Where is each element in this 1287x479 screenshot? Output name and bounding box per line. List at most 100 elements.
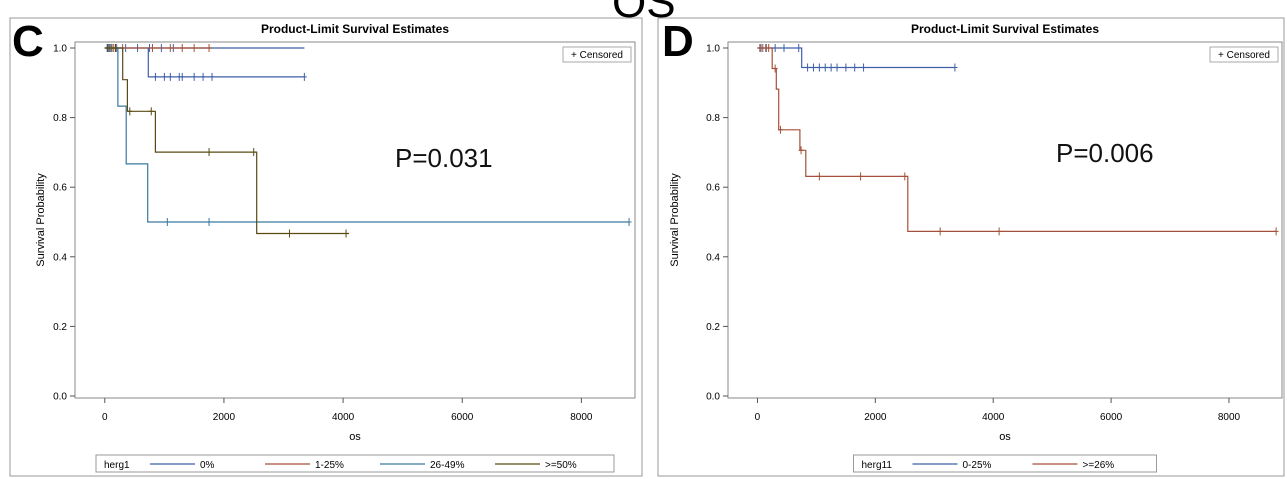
censor-mark: [191, 72, 197, 81]
series-legend-box: [95, 454, 615, 473]
plot-area: [74, 41, 636, 399]
panel-letter: C: [12, 17, 44, 66]
survival-curve-2: [104, 47, 629, 223]
censor-mark: [179, 72, 185, 81]
page-heading: OS: [612, 0, 676, 27]
y-tick-label: 0.0: [706, 392, 720, 403]
panel-c: C Product-Limit Survival Estimates 0.0 0.2 0…: [9, 17, 643, 477]
x-tick-label: 0: [102, 412, 108, 423]
legend-label: 0%: [200, 460, 215, 471]
legend-label: 0-25%: [963, 460, 992, 471]
y-tick-label: 0.6: [706, 183, 720, 194]
censor-mark: [149, 44, 155, 52]
censor-mark: [772, 44, 778, 52]
censor-mark: [1273, 227, 1279, 236]
censor-mark: [937, 227, 943, 236]
censor-mark: [772, 64, 778, 73]
outer-frame: [657, 17, 1285, 477]
y-axis-label: Survival Probability: [35, 173, 47, 267]
censor-mark: [113, 44, 119, 52]
y-tick-label: 1.0: [53, 44, 67, 55]
censor-mark: [127, 107, 133, 116]
x-axis-label: os: [349, 431, 361, 443]
x-tick-label: 2000: [213, 412, 236, 423]
x-tick-label: 4000: [982, 412, 1005, 423]
survival-chart-c: C Product-Limit Survival Estimates 0.0 0.2 0…: [9, 17, 643, 477]
censor-mark: [343, 229, 349, 238]
censor-mark: [861, 63, 867, 72]
censor-mark: [798, 146, 804, 155]
y-tick-label: 0.0: [53, 392, 67, 403]
y-axis-label: Survival Probability: [669, 173, 681, 267]
y-tick-label: 0.4: [706, 252, 720, 263]
legend-label: >=50%: [545, 460, 577, 471]
censor-mark: [902, 172, 908, 181]
x-axis-label: os: [999, 431, 1011, 443]
censor-mark: [843, 63, 849, 72]
censor-mark: [164, 218, 170, 226]
chart-title: Product-Limit Survival Estimates: [261, 22, 449, 36]
censor-mark: [626, 218, 632, 226]
outer-frame: [9, 17, 643, 477]
censored-legend-box: [562, 46, 632, 63]
survival-curve-3: [104, 47, 349, 235]
censor-mark: [179, 44, 185, 52]
censor-mark: [952, 63, 958, 72]
censored-legend-box: [1209, 46, 1279, 63]
censor-mark: [191, 44, 197, 52]
legend-label: 1-25%: [315, 460, 344, 471]
legend-label: >=26%: [1083, 460, 1115, 471]
x-tick-label: 6000: [1100, 412, 1123, 423]
survival-curve-4: [147, 48, 305, 78]
censor-mark: [167, 44, 173, 52]
censor-mark: [251, 148, 257, 157]
panel-d: D Product-Limit Survival Estimates 0.0 0.2 0…: [650, 0, 1287, 479]
censor-mark: [996, 227, 1002, 236]
censor-mark: [777, 125, 783, 134]
x-tick-label: 8000: [570, 412, 593, 423]
censor-mark: [161, 72, 167, 81]
y-tick-label: 0.2: [53, 322, 67, 333]
censor-mark: [796, 44, 802, 52]
censor-mark: [206, 148, 212, 157]
censor-mark: [766, 44, 772, 52]
censor-mark: [301, 72, 307, 81]
y-tick-label: 0.6: [53, 183, 67, 194]
censor-mark: [828, 63, 834, 72]
censor-mark: [200, 72, 206, 81]
plot-area: [727, 41, 1283, 399]
censored-legend-label: + Censored: [571, 50, 623, 61]
x-tick-label: 2000: [864, 412, 887, 423]
y-tick-label: 0.4: [53, 252, 67, 263]
x-tick-label: 4000: [332, 412, 355, 423]
y-tick-label: 1.0: [706, 44, 720, 55]
y-tick-label: 0.8: [706, 113, 720, 124]
chart-title: Product-Limit Survival Estimates: [911, 22, 1099, 36]
censored-legend-label: + Censored: [1218, 50, 1270, 61]
series-legend-title: herg1: [104, 460, 130, 471]
censor-mark: [206, 218, 212, 226]
series-legend-box: [853, 454, 1157, 473]
survival-curve-0: [757, 47, 955, 69]
censor-mark: [834, 63, 840, 72]
x-tick-label: 0: [755, 412, 761, 423]
p-value-annotation: P=0.031: [395, 143, 493, 173]
y-tick-label: 0.8: [53, 113, 67, 124]
censor-mark: [805, 63, 811, 72]
survival-curve-1: [757, 47, 1277, 232]
p-value-annotation: P=0.006: [1056, 138, 1154, 168]
survival-chart-d: D Product-Limit Survival Estimates 0.0 0.2 0…: [657, 17, 1285, 477]
x-tick-label: 8000: [1218, 412, 1241, 423]
x-tick-label: 6000: [451, 412, 474, 423]
censor-mark: [286, 229, 292, 238]
series-legend-title: herg11: [862, 460, 893, 471]
censor-mark: [148, 107, 154, 116]
censor-mark: [206, 44, 212, 52]
censor-mark: [810, 63, 816, 72]
censor-mark: [167, 72, 173, 81]
censor-mark: [209, 72, 215, 81]
censor-mark: [822, 63, 828, 72]
y-tick-label: 0.2: [706, 322, 720, 333]
censor-mark: [816, 172, 822, 181]
censor-mark: [152, 72, 158, 81]
